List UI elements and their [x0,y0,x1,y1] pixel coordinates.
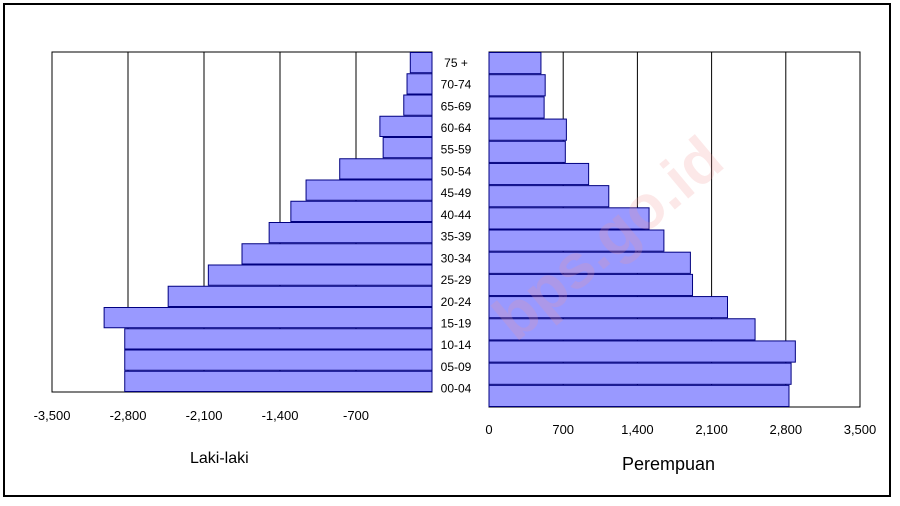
age-group-label: 65-69 [441,99,472,113]
left-tick-label: -1,400 [262,408,299,423]
age-group-label: 30-34 [441,251,472,265]
female-bar [488,185,610,208]
female-bar [488,251,691,274]
female-bar [488,96,545,119]
male-bar [207,264,433,286]
male-bar [124,370,433,392]
age-group-label: 45-49 [441,186,472,200]
right-tick-label: 2,100 [695,422,728,437]
age-group-label: 05-09 [441,360,472,374]
right-tick-label: 1,400 [621,422,654,437]
age-group-label: 35-39 [441,230,472,244]
left-tick-label: -2,100 [186,408,223,423]
female-bar [488,52,542,75]
male-bar [124,349,433,371]
female-bar [488,273,694,297]
female-bar [488,74,546,97]
male-bar [403,94,433,116]
male-bar [305,179,433,201]
left-tick-label: -700 [343,408,369,423]
age-group-label: 10-14 [441,338,472,352]
male-bar [339,158,433,180]
left-tick-label: -3,500 [34,408,71,423]
female-bar [488,296,728,319]
age-group-label: 60-64 [441,121,472,135]
chart-frame [3,3,891,497]
female-bar [488,340,796,363]
age-group-label: 15-19 [441,316,472,330]
left-axis-title: Laki-laki [190,450,249,467]
female-bar [488,362,792,385]
age-group-label: 75 + [444,56,468,70]
female-bar [488,162,590,186]
right-tick-label: 700 [552,422,574,437]
male-bar [290,200,433,222]
male-bar [241,243,433,265]
male-bar [379,115,433,137]
female-bar [488,384,790,407]
age-group-label: 50-54 [441,164,472,178]
male-bar [409,52,433,74]
right-tick-label: 0 [485,422,492,437]
female-bar [488,318,756,341]
male-bar [382,137,433,159]
age-group-label: 00-04 [441,382,472,396]
age-group-label: 70-74 [441,78,472,92]
age-group-label: 55-59 [441,143,472,157]
age-group-label: 25-29 [441,273,472,287]
male-bar [103,307,433,329]
male-bar [167,285,433,307]
male-bar [124,328,433,350]
right-tick-label: 3,500 [844,422,877,437]
female-bar [488,207,650,230]
right-tick-label: 2,800 [770,422,803,437]
male-bar [268,222,433,244]
right-axis-title: Perempuan [622,454,716,474]
age-group-label: 40-44 [441,208,472,222]
left-tick-label: -2,800 [110,408,147,423]
female-bar [488,229,665,252]
female-bar [488,118,567,141]
male-bar [406,73,433,95]
age-group-label: 20-24 [441,295,472,309]
female-bar [488,140,566,163]
